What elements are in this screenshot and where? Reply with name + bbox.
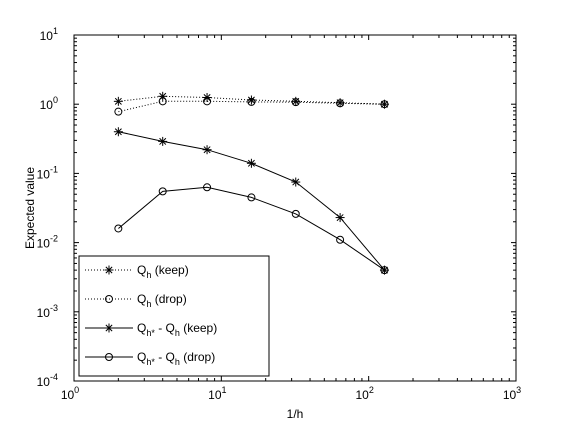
series-group [113, 91, 389, 275]
star-marker [113, 127, 123, 137]
circle-marker [203, 97, 212, 106]
y-tick-label: 100 [40, 95, 58, 112]
legend-label: Qh (keep) [137, 263, 189, 280]
legend-item: Qh* - Qh (drop) [85, 350, 215, 367]
x-tick-label: 102 [355, 385, 373, 402]
series-line [118, 186, 385, 271]
star-marker [246, 158, 256, 168]
circle-marker [291, 209, 300, 218]
legend-box [78, 255, 270, 377]
x-tick-label: 101 [208, 385, 226, 402]
y-axis-label: Expected value [23, 167, 37, 249]
star-marker [113, 96, 123, 106]
y-tick-label: 10-4 [37, 372, 58, 389]
circle-marker [105, 353, 113, 361]
legend-label: Qh* - Qh (keep) [137, 321, 217, 338]
series-line [118, 100, 385, 113]
legend-label: Qh (drop) [137, 292, 187, 309]
circle-marker [105, 295, 113, 303]
circle-marker [158, 187, 167, 196]
star-marker [158, 136, 168, 146]
circle-marker [247, 193, 256, 202]
legend-item: Qh (drop) [85, 292, 187, 309]
series-4 [114, 183, 389, 275]
tick-labels: 100 101 102 103 10-4 10-3 10-2 10-1 100 101 [37, 26, 522, 402]
x-tick-label: 103 [503, 385, 521, 402]
circle-marker [291, 98, 300, 107]
legend: Qh (keep) Qh (drop) Qh* - Qh (keep) Qh* - Q… [78, 255, 270, 377]
y-tick-label: 101 [40, 26, 58, 43]
x-axis-label: 1/h [287, 407, 304, 421]
legend-label: Qh* - Qh (drop) [137, 350, 215, 367]
circle-marker [203, 183, 212, 192]
legend-item: Qh* - Qh (keep) [85, 321, 217, 338]
star-marker [104, 265, 114, 275]
circle-marker [114, 107, 123, 116]
circle-marker [247, 97, 256, 106]
star-marker [291, 177, 301, 187]
series-3 [113, 127, 389, 275]
y-tick-label: 10-2 [37, 234, 58, 251]
circle-marker [380, 266, 389, 275]
star-marker [202, 145, 212, 155]
y-tick-label: 10-3 [37, 303, 58, 320]
y-tick-label: 10-1 [37, 164, 58, 181]
circle-marker [158, 97, 167, 106]
star-marker [335, 213, 345, 223]
circle-marker [336, 235, 345, 244]
circle-marker [336, 99, 345, 108]
legend-item: Qh (keep) [85, 263, 189, 280]
axis-ticks [73, 35, 516, 382]
x-tick-label: 100 [61, 385, 79, 402]
circle-marker [380, 100, 389, 109]
star-marker [104, 323, 114, 333]
series-2 [114, 97, 389, 116]
circle-marker [114, 224, 123, 233]
